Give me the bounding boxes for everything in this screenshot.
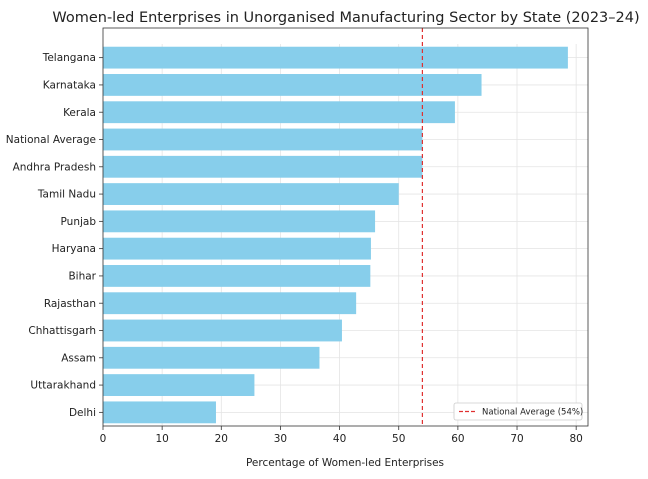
chart-title: Women-led Enterprises in Unorganised Man… bbox=[52, 10, 640, 26]
bar bbox=[103, 265, 371, 287]
bars bbox=[103, 46, 568, 424]
bar bbox=[103, 183, 399, 205]
x-tick-label: 0 bbox=[100, 433, 107, 445]
legend-label: National Average (54%) bbox=[482, 408, 583, 418]
bar bbox=[103, 237, 371, 260]
y-tick-label: Uttarakhand bbox=[30, 380, 96, 392]
y-tick-label: Tamil Nadu bbox=[37, 189, 96, 201]
x-tick-label: 30 bbox=[274, 433, 287, 445]
y-tick-labels: Telangana Karnataka Kerala National Average… bbox=[6, 52, 97, 419]
y-tick-label: Andhra Pradesh bbox=[13, 161, 96, 173]
y-tick-label: Chhattisgarh bbox=[28, 325, 96, 337]
x-tick-label: 80 bbox=[569, 433, 582, 445]
x-tick-label: 70 bbox=[510, 433, 523, 445]
legend-box bbox=[453, 402, 583, 421]
bar bbox=[103, 155, 423, 178]
y-tick-label: Delhi bbox=[69, 407, 96, 419]
bar bbox=[103, 101, 455, 124]
bar bbox=[103, 128, 423, 151]
x-tick-labels: 0 10 20 30 40 50 60 70 80 bbox=[100, 433, 583, 445]
axes bbox=[99, 27, 589, 430]
y-tick-label: Bihar bbox=[68, 271, 96, 283]
plot-frame bbox=[102, 27, 589, 427]
bar bbox=[103, 346, 320, 369]
legend[interactable]: National Average (54%) bbox=[453, 402, 583, 421]
y-tick-label: Assam bbox=[61, 352, 96, 364]
x-tick-label: 50 bbox=[392, 433, 405, 445]
x-tick-label: 20 bbox=[215, 433, 228, 445]
x-axis-label: Percentage of Women-led Enterprises bbox=[246, 457, 444, 469]
y-tick-label: Haryana bbox=[52, 243, 96, 255]
y-tick-label: Punjab bbox=[61, 216, 97, 228]
y-tick-label: Telangana bbox=[42, 52, 96, 64]
y-tick-label: National Average bbox=[6, 134, 96, 146]
y-tick-label: Kerala bbox=[63, 107, 96, 119]
bar bbox=[103, 74, 482, 96]
x-tick-label: 60 bbox=[451, 433, 464, 445]
y-tick-label: Rajasthan bbox=[44, 298, 96, 310]
bar bbox=[103, 374, 255, 396]
bar bbox=[103, 319, 342, 342]
bar bbox=[103, 292, 357, 315]
x-tick-label: 40 bbox=[333, 433, 346, 445]
bar bbox=[103, 210, 376, 233]
bar bbox=[103, 46, 568, 69]
bar bbox=[103, 401, 216, 424]
x-tick-label: 10 bbox=[155, 433, 168, 445]
y-tick-label: Karnataka bbox=[43, 80, 96, 92]
